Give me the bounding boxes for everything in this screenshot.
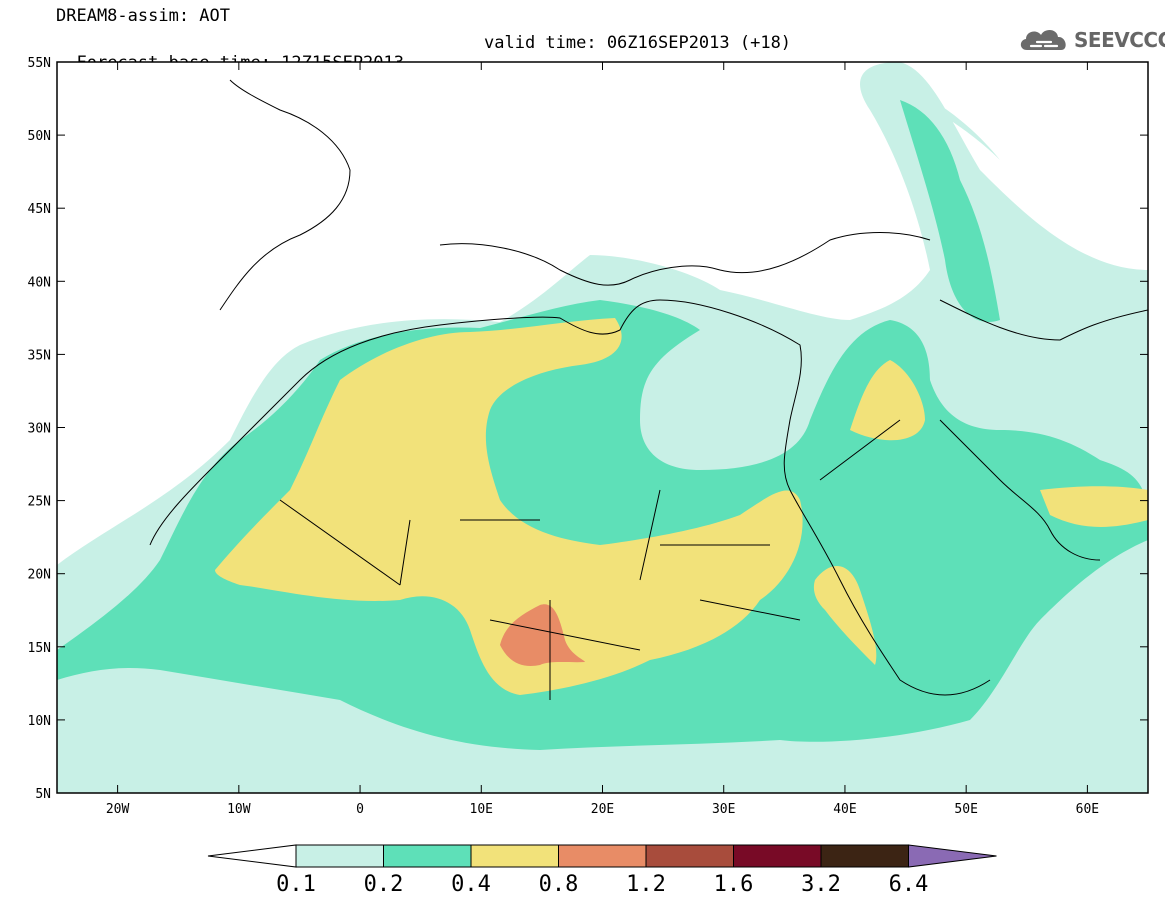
lat-tick-label: 5N bbox=[35, 787, 51, 802]
colorbar-label: 1.2 bbox=[626, 872, 666, 897]
colorbar-label: 3.2 bbox=[801, 872, 841, 897]
lat-tick-label: 25N bbox=[28, 495, 51, 510]
cloud-icon bbox=[1020, 29, 1066, 50]
colorbar-label: 0.1 bbox=[276, 872, 316, 897]
lat-tick-label: 55N bbox=[28, 56, 51, 71]
colorbar-box bbox=[383, 844, 472, 868]
logo-text: SEEVCCC bbox=[1074, 28, 1165, 52]
chart-title: DREAM8-assim: AOT bbox=[56, 6, 230, 26]
colorbar-box bbox=[820, 844, 909, 868]
colorbar-label: 6.4 bbox=[889, 872, 929, 897]
colorbar-box bbox=[645, 844, 734, 868]
lat-tick-label: 30N bbox=[28, 422, 51, 437]
lat-tick-label: 35N bbox=[28, 348, 51, 363]
lon-tick-label: 0 bbox=[356, 802, 364, 817]
colorbar-label: 0.8 bbox=[539, 872, 579, 897]
colorbar-box bbox=[733, 844, 822, 868]
aot-field bbox=[57, 62, 1148, 793]
lon-tick-label: 60E bbox=[1076, 802, 1099, 817]
lat-tick-label: 50N bbox=[28, 129, 51, 144]
lon-tick-label: 20E bbox=[591, 802, 614, 817]
lat-tick-label: 10N bbox=[28, 714, 51, 729]
aot-contour-0.4 bbox=[215, 318, 1148, 695]
colorbar: 0.1 0.2 0.4 0.8 1.2 1.6 3.2 6.4 bbox=[207, 844, 997, 897]
aot-contour-0.8 bbox=[500, 604, 585, 666]
colorbar-high-arrow bbox=[908, 844, 997, 868]
colorbar-label: 0.2 bbox=[364, 872, 404, 897]
valid-time: valid time: 06Z16SEP2013 (+18) bbox=[484, 33, 792, 53]
lon-tick-label: 10E bbox=[470, 802, 493, 817]
lon-tick-label: 10W bbox=[227, 802, 251, 817]
lon-tick-label: 50E bbox=[954, 802, 977, 817]
lat-tick-label: 45N bbox=[28, 202, 51, 217]
colorbar-box bbox=[295, 844, 384, 868]
lon-tick-label: 20W bbox=[106, 802, 130, 817]
lon-tick-label: 40E bbox=[833, 802, 856, 817]
colorbar-box bbox=[558, 844, 647, 868]
colorbar-label: 0.4 bbox=[451, 872, 491, 897]
lat-tick-label: 20N bbox=[28, 568, 51, 583]
lat-tick-label: 15N bbox=[28, 641, 51, 656]
coastlines bbox=[149, 79, 1148, 700]
colorbar-box bbox=[470, 844, 559, 868]
map-axes: 20W 10W 0 10E 20E 30E 40E 50E 60E 5N 10N 15N 20N 25N 3… bbox=[28, 56, 1148, 817]
colorbar-low-arrow bbox=[207, 844, 297, 868]
lat-tick-label: 40N bbox=[28, 275, 51, 290]
lon-tick-label: 30E bbox=[712, 802, 735, 817]
colorbar-label: 1.6 bbox=[714, 872, 754, 897]
